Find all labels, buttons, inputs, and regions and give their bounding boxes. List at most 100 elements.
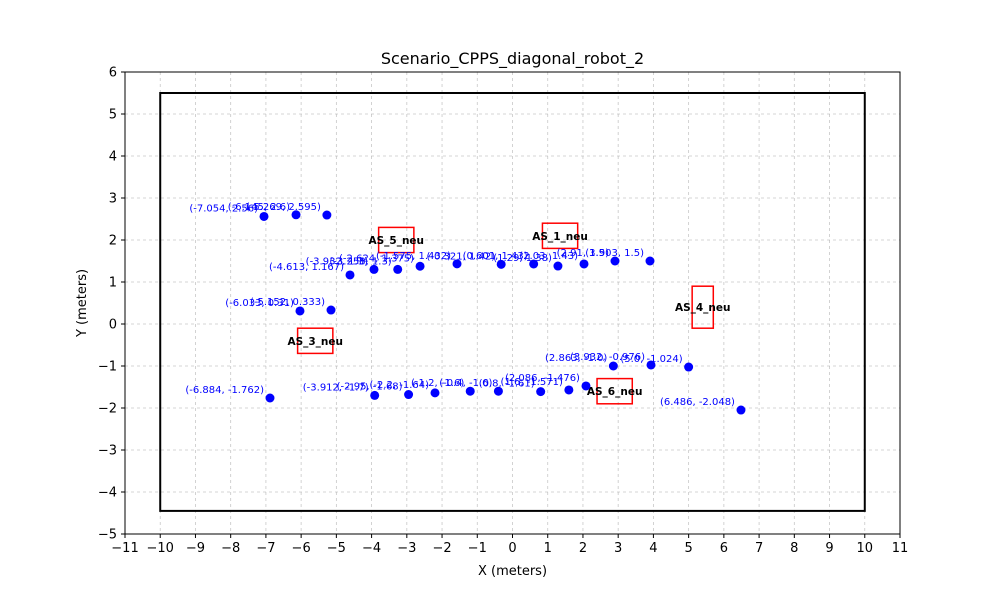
station-label: AS_3_neu <box>287 336 343 348</box>
y-tick-label: 3 <box>109 192 117 207</box>
station-rect <box>541 222 579 250</box>
point-label: (-2.2, -1.64) <box>369 380 429 391</box>
data-point <box>393 264 403 274</box>
x-tick-label: −8 <box>221 541 240 556</box>
point-label: (2.91, 1.5) <box>557 248 609 259</box>
x-tick-label: 0 <box>508 541 516 556</box>
x-tick-label: −7 <box>256 541 275 556</box>
data-point <box>322 210 332 220</box>
point-label: (-6.033, 0.31) <box>225 298 294 309</box>
x-tick-label: −2 <box>432 541 451 556</box>
chart-title: Scenario_CPPS_diagonal_robot_2 <box>381 49 644 69</box>
point-label: (-0.4, -1.6) <box>439 378 492 389</box>
boundary <box>159 92 866 512</box>
data-point <box>404 390 414 400</box>
point-label: (-1.575, 1.432) <box>376 251 451 262</box>
data-point <box>553 261 563 271</box>
y-tick-label: 2 <box>109 234 117 249</box>
y-tick-label: −4 <box>98 486 117 501</box>
x-tick-label: 6 <box>720 541 728 556</box>
point-label: (-5.152, 0.333) <box>250 297 325 308</box>
data-point <box>326 305 336 315</box>
point-label: (-2.95, -1.68) <box>337 382 403 393</box>
y-axis-label: Y (meters) <box>75 269 90 338</box>
data-point <box>452 259 462 269</box>
data-point <box>645 256 655 266</box>
y-tick-label: −5 <box>98 528 117 543</box>
point-label: (-3.932, 1.3) <box>306 256 368 267</box>
x-tick-label: −9 <box>186 541 205 556</box>
y-tick-label: −3 <box>98 444 117 459</box>
point-label: (2.086, -1.476) <box>505 373 580 384</box>
data-point <box>581 381 591 391</box>
x-tick-label: −5 <box>327 541 346 556</box>
data-point <box>736 405 746 415</box>
x-axis-label: X (meters) <box>478 564 547 579</box>
data-point <box>536 387 546 397</box>
point-label: (6.486, -2.048) <box>660 397 735 408</box>
boundary-rect <box>159 92 866 512</box>
point-label: (2.863, -1.0) <box>545 353 607 364</box>
station-label: AS_6_neu <box>587 386 643 398</box>
data-point <box>496 259 506 269</box>
data-point <box>564 385 574 395</box>
y-tick-label: −2 <box>98 402 117 417</box>
x-tick-label: 2 <box>579 541 587 556</box>
x-tick-label: 10 <box>856 541 873 556</box>
x-tick-label: −1 <box>468 541 487 556</box>
x-tick-label: −4 <box>362 541 381 556</box>
point-label: (2.03, 1.43) <box>519 251 578 262</box>
data-point <box>369 264 379 274</box>
data-point <box>493 386 503 396</box>
point-label: (3.903, 1.5) <box>585 248 644 259</box>
data-point <box>370 390 380 400</box>
y-tick-label: 0 <box>109 318 117 333</box>
x-tick-label: 8 <box>790 541 798 556</box>
station-label: AS_1_neu <box>532 231 588 243</box>
point-label: (1.6, -1.571) <box>501 377 563 388</box>
station-rect <box>377 226 415 254</box>
station-label: AS_5_neu <box>368 235 424 247</box>
point-label: (0.601, 1.43) <box>463 251 528 262</box>
point-label: (-6.884, -1.762) <box>185 385 264 396</box>
point-label: (-6.145, 2.6) <box>228 202 290 213</box>
x-tick-label: −6 <box>292 541 311 556</box>
point-label: (-4.613, 1.167) <box>269 262 344 273</box>
data-point <box>265 393 275 403</box>
point-label: (5.0, -1.024) <box>620 354 682 365</box>
x-tick-label: 5 <box>684 541 692 556</box>
x-tick-label: 1 <box>544 541 552 556</box>
x-tick-label: −10 <box>147 541 174 556</box>
data-point <box>415 261 425 271</box>
x-tick-label: 9 <box>825 541 833 556</box>
data-point <box>684 362 694 372</box>
data-point <box>465 386 475 396</box>
data-point <box>430 388 440 398</box>
point-label: (-0.321, 1.42) <box>427 251 496 262</box>
point-label: (-5.269, 2.595) <box>246 202 321 213</box>
point-label: (-3.912, -1.7) <box>303 382 369 393</box>
data-point <box>345 270 355 280</box>
station-rect <box>296 327 334 355</box>
points: (-7.054, 2.56)(-6.145, 2.6)(-5.269, 2.59… <box>185 202 746 415</box>
y-tick-label: 6 <box>109 66 117 81</box>
x-tick-label: 7 <box>755 541 763 556</box>
data-point <box>529 259 539 269</box>
y-tick-label: 4 <box>109 150 117 165</box>
point-label: (3.932, -0.976) <box>570 352 645 363</box>
data-point <box>579 259 589 269</box>
stations: AS_5_neu AS_1_neu AS_4_neu AS_3_neu AS_6_neu <box>287 222 731 405</box>
axes: −11 −10 −9 −8 −7 −6 −5 −4 −3 −2 −1 0 1 2 3 4 5 6 7 8 9 10 11−5… <box>98 66 908 557</box>
x-tick-label: 3 <box>614 541 622 556</box>
y-tick-label: 5 <box>109 108 117 123</box>
point-label: (1.29, 1.38) <box>493 253 552 264</box>
x-tick-label: −3 <box>397 541 416 556</box>
x-tick-label: 11 <box>892 541 909 556</box>
x-tick-label: 4 <box>649 541 657 556</box>
data-point <box>608 361 618 371</box>
point-label: (-7.054, 2.56) <box>189 203 258 214</box>
x-tick-label: −11 <box>111 541 138 556</box>
y-tick-label: −1 <box>98 360 117 375</box>
y-tick-label: 1 <box>109 276 117 291</box>
